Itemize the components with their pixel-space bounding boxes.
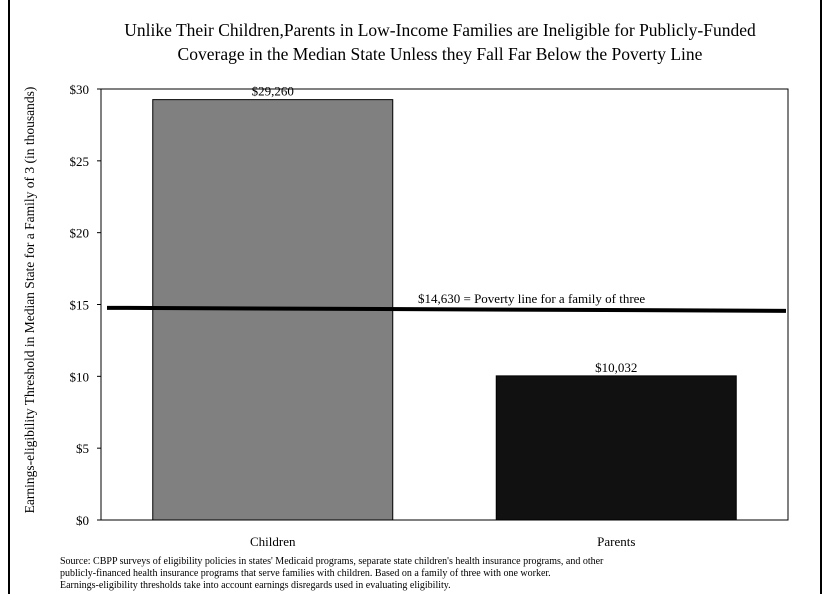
- chart-title: Unlike Their Children,Parents in Low-Inc…: [60, 18, 820, 66]
- x-category-label: Parents: [597, 534, 635, 549]
- poverty-reference-line: [106, 305, 787, 313]
- source-line-1: Source: CBPP surveys of eligibility poli…: [60, 556, 604, 567]
- chart-title-line-1: Unlike Their Children,Parents in Low-Inc…: [124, 20, 756, 40]
- source-line-2: publicly-financed health insurance progr…: [60, 568, 551, 579]
- y-tick-label: $10: [70, 369, 90, 384]
- data-label-parents: $10,032: [595, 360, 637, 375]
- page-border-right: [820, 0, 822, 594]
- source-line-3: Earnings-eligibility thresholds take int…: [60, 580, 451, 591]
- page-border-left: [8, 0, 10, 594]
- bar-parents: [495, 375, 737, 521]
- source-note: Source: CBPP surveys of eligibility poli…: [60, 556, 760, 592]
- poverty-line-label: $14,630 = Poverty line for a family of t…: [418, 291, 645, 306]
- x-category-label: Children: [250, 534, 296, 549]
- y-tick-label: $5: [76, 441, 89, 456]
- y-tick-label: $0: [76, 513, 89, 528]
- chart-title-line-2: Coverage in the Median State Unless they…: [177, 44, 703, 64]
- y-tick-label: $30: [70, 82, 90, 97]
- y-tick-label: $15: [70, 298, 90, 313]
- y-tick-label: $25: [70, 154, 90, 169]
- y-tick-label: $20: [70, 226, 90, 241]
- data-label-children: $29,260: [252, 84, 294, 99]
